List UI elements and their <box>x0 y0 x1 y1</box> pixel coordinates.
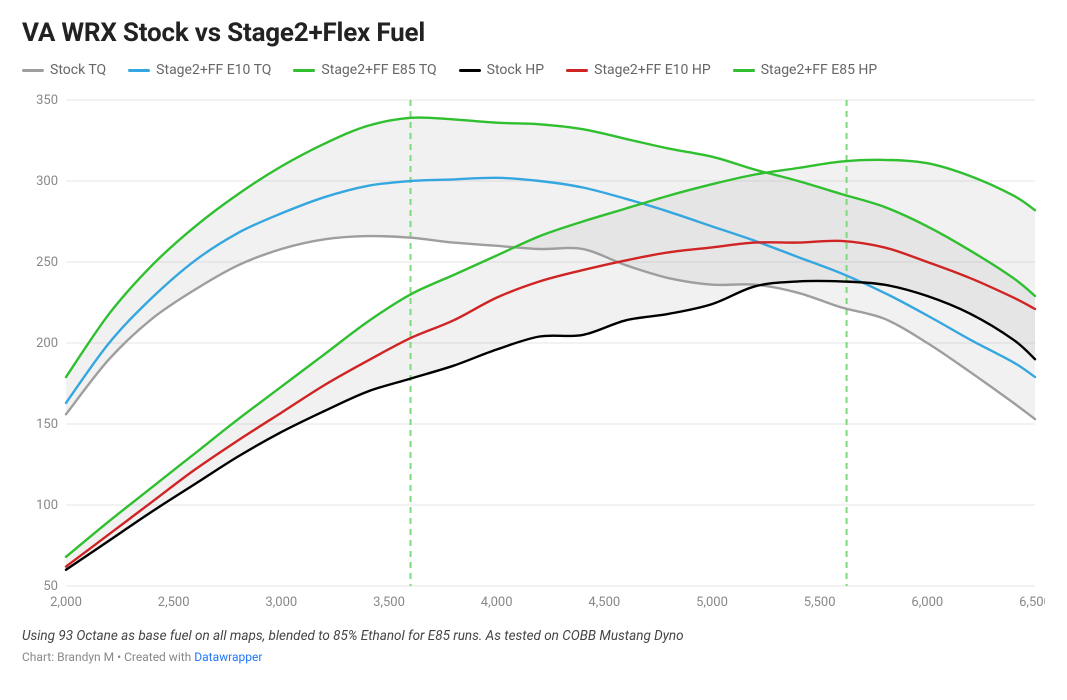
credit-line: Chart: Brandyn M • Created with Datawrap… <box>22 650 1045 664</box>
svg-text:6,500: 6,500 <box>1019 595 1045 610</box>
svg-text:5,500: 5,500 <box>804 595 836 610</box>
svg-text:350: 350 <box>36 94 58 108</box>
legend-label: Stage2+FF E85 TQ <box>321 62 436 78</box>
legend-label: Stock TQ <box>50 62 106 78</box>
svg-text:3,500: 3,500 <box>373 595 405 610</box>
svg-text:250: 250 <box>36 255 58 270</box>
legend-swatch <box>459 69 481 72</box>
svg-text:6,000: 6,000 <box>911 595 943 610</box>
chart: 50 100 150 200 250 300 350 2,000 2,500 3,000 3,500… <box>22 94 1045 614</box>
chart-svg: 50 100 150 200 250 300 350 2,000 2,500 3,000 3,500… <box>22 94 1045 614</box>
svg-text:2,500: 2,500 <box>158 595 190 610</box>
legend-swatch <box>566 69 588 72</box>
legend-item: Stage2+FF E85 TQ <box>293 62 436 78</box>
credit-prefix: Chart: Brandyn M • Created with <box>22 650 194 664</box>
chart-title: VA WRX Stock vs Stage2+Flex Fuel <box>22 18 1045 48</box>
legend-item: Stage2+FF E10 HP <box>566 62 711 78</box>
svg-text:2,000: 2,000 <box>50 595 82 610</box>
svg-text:3,000: 3,000 <box>265 595 297 610</box>
legend-item: Stock TQ <box>22 62 106 78</box>
svg-text:4,500: 4,500 <box>588 595 620 610</box>
svg-text:4,000: 4,000 <box>481 595 513 610</box>
credit-link[interactable]: Datawrapper <box>194 650 262 664</box>
legend-item: Stage2+FF E10 TQ <box>128 62 271 78</box>
legend-label: Stage2+FF E10 HP <box>594 62 711 78</box>
legend-label: Stock HP <box>487 62 544 78</box>
svg-text:300: 300 <box>36 174 58 189</box>
svg-text:150: 150 <box>36 417 58 432</box>
legend-swatch <box>733 69 755 72</box>
svg-text:100: 100 <box>36 498 58 513</box>
legend-label: Stage2+FF E10 TQ <box>156 62 271 78</box>
svg-text:200: 200 <box>36 336 58 351</box>
svg-text:5,000: 5,000 <box>696 595 728 610</box>
svg-text:50: 50 <box>43 579 58 594</box>
legend-item: Stage2+FF E85 HP <box>733 62 878 78</box>
legend-item: Stock HP <box>459 62 544 78</box>
legend-swatch <box>293 69 315 72</box>
legend-swatch <box>128 69 150 72</box>
caption: Using 93 Octane as base fuel on all maps… <box>22 628 1045 644</box>
legend-label: Stage2+FF E85 HP <box>761 62 878 78</box>
legend-swatch <box>22 69 44 72</box>
legend: Stock TQ Stage2+FF E10 TQ Stage2+FF E85 TQ… <box>22 62 1045 78</box>
